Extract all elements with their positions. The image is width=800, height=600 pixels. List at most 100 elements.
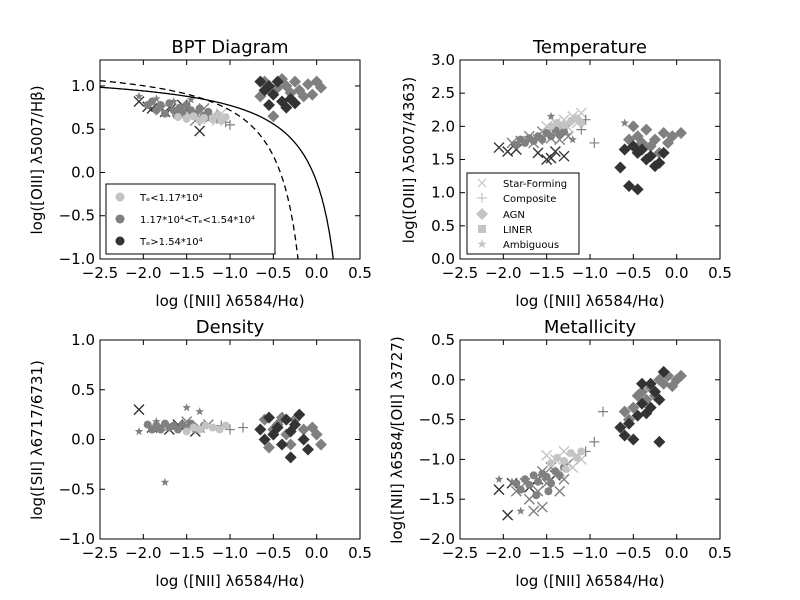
temperature-point-8-2 bbox=[560, 121, 568, 130]
bpt-point-6-5 bbox=[263, 98, 275, 111]
temperature-ytick-label-6: 3.0 bbox=[431, 51, 455, 69]
bpt-xtick-label-5: 0.0 bbox=[305, 264, 329, 282]
temperature-point-7-6 bbox=[538, 135, 547, 144]
bpt-point-6-9 bbox=[258, 84, 271, 97]
density-point-2-1 bbox=[160, 477, 170, 486]
bpt-point-8-0 bbox=[174, 113, 182, 122]
metallicity-xtick-label-3: −1.0 bbox=[572, 544, 608, 562]
metallicity-ytick-label-4: 0.0 bbox=[431, 371, 455, 389]
metallicity-ytick-label-1: −1.5 bbox=[419, 490, 455, 508]
metallicity-data bbox=[493, 365, 687, 521]
metallicity-point-1-10 bbox=[536, 501, 548, 513]
density-point-4-10 bbox=[263, 441, 275, 454]
density-point-5-9 bbox=[284, 451, 297, 464]
metallicity-point-8-4 bbox=[573, 453, 581, 462]
density-point-5-12 bbox=[258, 433, 271, 446]
bpt-legend: Tₑ<1.17*10⁴ 1.17*10⁴<Tₑ<1.54*10⁴ Tₑ>1.54… bbox=[105, 183, 276, 255]
temperature-plot: −2.5 −2.0 −1.5 −1.0 −0.5 0.0 0.5 0.0 0.5 1.0 1.5 2.… bbox=[431, 51, 732, 282]
density-point-0-0 bbox=[133, 404, 145, 416]
metallicity-xtick-label-2: −1.5 bbox=[528, 544, 564, 562]
metallicity-ytick-label-2: −1.0 bbox=[419, 450, 455, 468]
density-ytick-label-2: 0.0 bbox=[71, 431, 95, 449]
density-point-4-9 bbox=[284, 438, 297, 451]
density-point-5-11 bbox=[276, 438, 288, 451]
metallicity-point-6-7 bbox=[644, 401, 657, 414]
metallicity-point-8-1 bbox=[553, 453, 562, 462]
bpt-point-8-1 bbox=[182, 114, 191, 123]
density-ytick-label-1: −0.5 bbox=[59, 480, 95, 498]
density-point-5-4 bbox=[280, 413, 293, 426]
metallicity-point-6-4 bbox=[631, 409, 644, 422]
temperature-point-7-11 bbox=[560, 127, 568, 136]
temperature-xtick-label-0: −2.5 bbox=[442, 264, 478, 282]
density-point-4-8 bbox=[315, 438, 327, 451]
density-point-6-3 bbox=[156, 425, 165, 434]
bpt-plot: −2.5 −2.0 −1.5 −1.0 −0.5 0.0 0.5 −1.0 −0.5 0.0 0.5… bbox=[59, 59, 372, 282]
temperature-xtick-label-6: 0.5 bbox=[708, 264, 732, 282]
bpt-point-7-13 bbox=[195, 104, 204, 113]
density-point-3-1 bbox=[238, 422, 248, 433]
metallicity-ylabel: log([NII] λ6584/[OII] λ3727) bbox=[388, 336, 406, 543]
density-xlabel: log ([NII] λ6584/Hα) bbox=[155, 572, 304, 590]
bpt-point-5-4 bbox=[289, 75, 301, 88]
bpt-point-6-3 bbox=[267, 88, 280, 101]
density-point-7-6 bbox=[221, 421, 230, 430]
bpt-xtick-label-1: −2.0 bbox=[125, 264, 161, 282]
bpt-legend-box bbox=[105, 183, 276, 255]
metallicity-point-7-5 bbox=[534, 477, 542, 486]
bpt-point-7-1 bbox=[148, 97, 156, 106]
temperature-point-6-0 bbox=[614, 161, 627, 174]
metallicity-xlabel: log ([NII] λ6584/Hα) bbox=[515, 572, 664, 590]
density-point-2-3 bbox=[195, 407, 204, 416]
metallicity-point-8-3 bbox=[566, 449, 575, 458]
metallicity-point-8-6 bbox=[561, 464, 570, 473]
temperature-point-7-0 bbox=[512, 140, 521, 149]
density-xtick-label-0: −2.5 bbox=[82, 544, 118, 562]
bpt-ytick-label-2: 0.0 bbox=[71, 163, 95, 181]
temperature-point-0-6 bbox=[558, 150, 570, 162]
metallicity-point-7-2 bbox=[521, 475, 529, 484]
temperature-point-4-0 bbox=[620, 118, 629, 127]
metallicity-point-7-10 bbox=[555, 471, 564, 480]
temperature-point-0-4 bbox=[545, 152, 557, 164]
bpt-xtick-label-6: 0.5 bbox=[348, 264, 372, 282]
metallicity-point-6-9 bbox=[653, 393, 666, 406]
density-point-7-2 bbox=[195, 425, 204, 434]
metallicity-point-7-8 bbox=[547, 479, 555, 488]
temperature-ytick-label-5: 2.5 bbox=[431, 84, 455, 102]
temperature-ytick-label-1: 0.5 bbox=[431, 217, 455, 235]
density-ytick-label-3: 0.5 bbox=[71, 381, 95, 399]
temperature-ytick-label-4: 2.0 bbox=[431, 117, 455, 135]
temperature-xlabel: log ([NII] λ6584/Hα) bbox=[515, 292, 664, 310]
bpt-point-6-8 bbox=[289, 97, 301, 110]
density-ytick-label-4: 1.0 bbox=[71, 331, 95, 349]
density-xtick-label-3: −1.0 bbox=[212, 544, 248, 562]
metallicity-point-5-13 bbox=[666, 380, 679, 393]
metallicity-point-3-0 bbox=[494, 474, 504, 483]
metallicity-point-6-1 bbox=[618, 429, 631, 442]
temperature-legend-label-2: Composite bbox=[503, 194, 556, 205]
density-point-5-3 bbox=[271, 421, 284, 434]
bpt-legend-marker-2 bbox=[115, 214, 125, 224]
metallicity-ytick-label-5: 0.5 bbox=[431, 331, 455, 349]
density-plot: −2.5 −2.0 −1.5 −1.0 −0.5 0.0 0.5 −1.0 −0.5 0.0 0.5… bbox=[59, 331, 372, 562]
density-point-2-4 bbox=[152, 417, 161, 426]
density-point-5-6 bbox=[289, 418, 301, 431]
bpt-ytick-label-0: −1.0 bbox=[59, 250, 95, 268]
bpt-legend-marker-1 bbox=[115, 192, 125, 202]
temperature-legend: Star-Forming Composite AGN LINER Ambiguo… bbox=[466, 172, 580, 255]
density-ytick-label-0: −1.0 bbox=[59, 530, 95, 548]
temperature-ylabel: log([OIII] λ5007/4363) bbox=[400, 77, 418, 243]
temperature-point-0-7 bbox=[541, 154, 553, 165]
metallicity-point-6-12 bbox=[636, 377, 648, 390]
bpt-title: BPT Diagram bbox=[171, 37, 288, 58]
metallicity-xtick-label-4: −0.5 bbox=[615, 544, 651, 562]
metallicity-point-3-1 bbox=[507, 477, 517, 486]
temperature-title: Temperature bbox=[532, 37, 647, 58]
metallicity-point-1-11 bbox=[528, 505, 540, 517]
density-ylabel: log([SII] λ6717/6731) bbox=[28, 360, 46, 520]
bpt-point-3-3 bbox=[186, 95, 196, 104]
metallicity-point-6-0 bbox=[614, 421, 627, 434]
temperature-xtick-label-2: −1.5 bbox=[528, 264, 564, 282]
